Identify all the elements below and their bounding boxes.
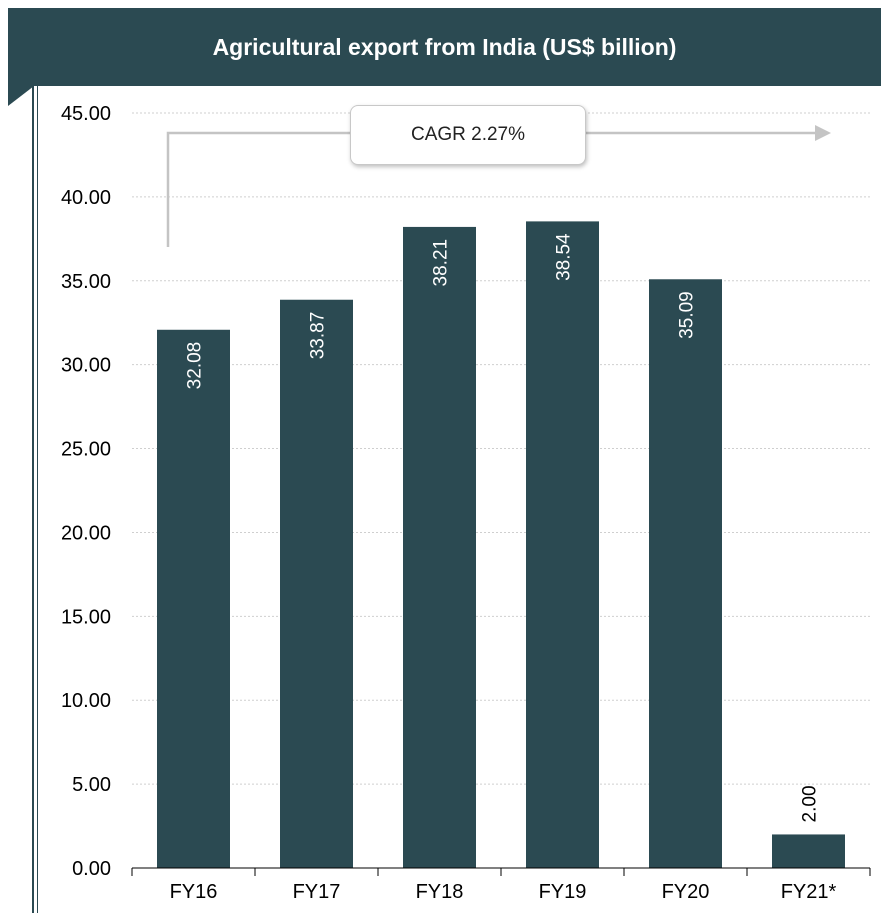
axes: 0.00 5.00 10.00 15.00 20.00 25.00 30.00 35.00 40…: [61, 103, 871, 903]
y-tick-label: 15.00: [61, 606, 111, 628]
cagr-annotation: CAGR 2.27%: [350, 105, 586, 165]
bar-fy20: [649, 279, 722, 868]
cagr-arrow: [166, 125, 831, 247]
y-tick-label: 20.00: [61, 522, 111, 544]
y-tick-label: 5.00: [72, 774, 111, 796]
x-tick-label: FY16: [170, 881, 218, 903]
chart-title: Agricultural export from India (US$ bill…: [212, 34, 677, 60]
y-tick-label: 30.00: [61, 355, 111, 377]
side-rule: [32, 86, 34, 913]
arrowhead-icon: [815, 125, 831, 141]
bar-fy18: [403, 226, 476, 868]
value-label: 38.21: [431, 239, 452, 287]
x-tick-label: FY21*: [781, 881, 837, 903]
cagr-label: CAGR 2.27%: [410, 124, 526, 145]
bar-fy19: [526, 221, 599, 868]
value-label: 2.00: [800, 785, 821, 822]
y-tick-label: 45.00: [61, 103, 111, 125]
y-tick-label: 25.00: [61, 439, 111, 461]
y-tick-label: 40.00: [61, 187, 111, 209]
x-tick-label: FY20: [662, 881, 710, 903]
value-label: 38.54: [554, 233, 575, 281]
gridlines: [132, 112, 870, 785]
y-tick-label: 35.00: [61, 271, 111, 293]
value-label: 32.08: [185, 342, 206, 390]
cagr-arrow-line: [166, 131, 815, 247]
value-label: 35.09: [677, 291, 698, 339]
chart-header: Agricultural export from India (US$ bill…: [8, 8, 881, 86]
bar-fy17: [280, 299, 353, 868]
header-notch: [8, 86, 34, 106]
y-tick-label: 10.00: [61, 690, 111, 712]
x-tick-label: FY18: [416, 881, 464, 903]
y-tick-label: 0.00: [72, 858, 111, 880]
side-rule: [37, 86, 38, 913]
bars: 32.08 33.87 38.21 38.54 35.09 2.00: [157, 221, 845, 868]
bar-fy16: [157, 329, 230, 868]
value-label: 33.87: [308, 312, 329, 360]
x-tick-label: FY19: [539, 881, 587, 903]
x-tick-label: FY17: [293, 881, 341, 903]
bar-fy21: [772, 834, 845, 868]
